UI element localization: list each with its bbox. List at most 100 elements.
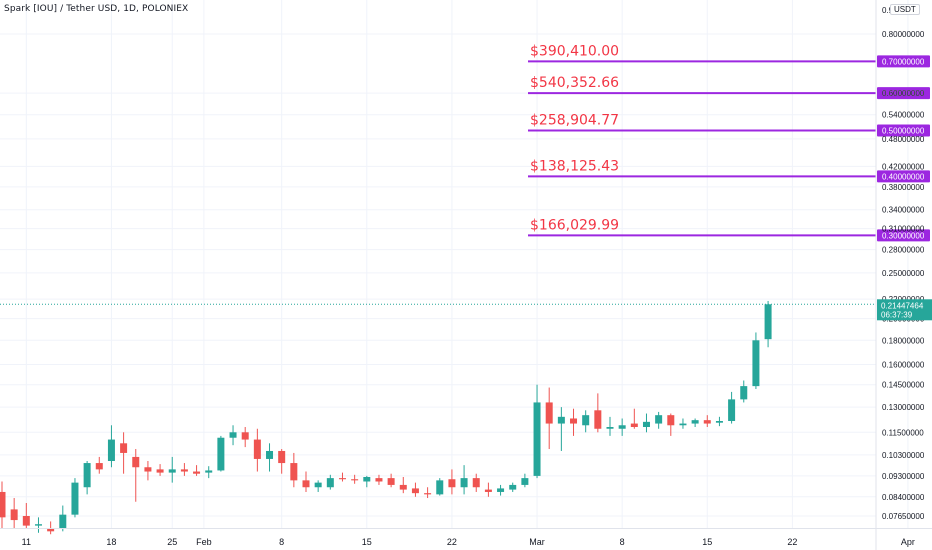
candle <box>387 473 395 488</box>
candle <box>22 502 30 529</box>
price-level[interactable]: $166,029.99 0.30000000 <box>528 217 930 242</box>
candle-body <box>448 479 456 488</box>
price-axis[interactable]: 0.80000000 0.60000000 0.54000000 0.48000000… <box>875 0 925 550</box>
level-price-tag-label: 0.50000000 <box>882 127 925 136</box>
price-level[interactable]: $390,410.00 0.70000000 <box>528 43 930 68</box>
candle <box>399 477 407 494</box>
candle-body <box>168 469 176 473</box>
level-price-tag-label: 0.30000000 <box>882 231 925 240</box>
price-levels: $390,410.00 0.70000000 $540,352.66 0.600000… <box>528 43 930 242</box>
candle-body <box>387 478 395 485</box>
candle-body <box>764 304 772 340</box>
candle-body <box>399 484 407 490</box>
price-tick-label: 0.31000000 <box>882 225 925 234</box>
time-tick-label: 15 <box>362 537 372 547</box>
candle-body <box>59 514 67 529</box>
candle <box>83 460 91 495</box>
candle <box>10 498 18 529</box>
candle <box>582 410 590 433</box>
candle <box>375 474 383 485</box>
time-axis[interactable]: 111825Feb81522Mar81522Apr12 <box>0 528 932 548</box>
level-annotation[interactable]: $258,904.77 <box>530 113 619 129</box>
candle-body <box>47 528 55 532</box>
time-tick-label: 25 <box>167 537 177 547</box>
candle <box>168 456 176 483</box>
price-tick-label: 0.11500000 <box>882 428 924 437</box>
price-level[interactable]: $540,352.66 0.60000000 <box>528 75 930 100</box>
candle <box>642 413 650 433</box>
candle-body <box>655 415 663 424</box>
price-tick-label: 0.25000000 <box>882 269 925 278</box>
candle <box>630 408 638 429</box>
candle <box>241 427 249 448</box>
candle <box>314 480 322 492</box>
time-tick-label: 8 <box>620 537 625 547</box>
candle <box>533 384 541 479</box>
candle-body <box>193 471 201 474</box>
level-annotation[interactable]: $138,125.43 <box>530 158 619 174</box>
candle <box>411 482 419 497</box>
price-tick-label: 0.34000000 <box>882 206 925 215</box>
candle-body <box>229 432 237 438</box>
price-tick-label: 0.9 <box>882 6 894 15</box>
candle <box>594 393 602 433</box>
candle <box>95 456 103 474</box>
level-price-tag <box>877 229 930 242</box>
candle-body <box>326 478 334 488</box>
candle <box>205 466 213 479</box>
candle <box>0 481 6 529</box>
candle-body <box>740 386 748 400</box>
level-price-tag-label: 0.60000000 <box>882 89 925 98</box>
candle <box>728 391 736 424</box>
candle <box>521 473 529 488</box>
candle-body <box>266 450 274 459</box>
time-tick-label: 22 <box>447 537 457 547</box>
candle <box>278 449 286 474</box>
level-price-tag <box>877 124 930 137</box>
level-price-tag <box>877 87 930 100</box>
price-level[interactable]: $138,125.43 0.40000000 <box>528 158 930 183</box>
time-tick-label: 8 <box>279 537 284 547</box>
candle <box>424 487 432 499</box>
level-annotation[interactable]: $540,352.66 <box>530 75 619 91</box>
candle <box>655 411 663 429</box>
candle <box>156 464 164 476</box>
candle <box>509 482 517 492</box>
symbol-title[interactable]: Spark [IOU] / Tether USD, 1D, POLONIEX <box>4 4 189 14</box>
time-tick-label: Apr <box>901 537 915 547</box>
price-tick-label: 0.60000000 <box>882 89 925 98</box>
price-tick-label: 0.28000000 <box>882 246 925 255</box>
candle-body <box>338 478 346 480</box>
level-annotation[interactable]: $390,410.00 <box>530 43 619 59</box>
candle-body <box>630 423 638 428</box>
time-tick-label: 15 <box>702 537 712 547</box>
price-level[interactable]: $258,904.77 0.50000000 <box>528 113 930 137</box>
price-tick-label: 0.38000000 <box>882 183 925 192</box>
price-tick-label: 0.16000000 <box>882 360 925 369</box>
candle <box>266 443 274 472</box>
candle-body <box>375 478 383 482</box>
candle <box>120 432 128 474</box>
candle <box>679 418 687 429</box>
candle-body <box>667 415 675 426</box>
candle-body <box>411 488 419 494</box>
candle <box>59 505 67 532</box>
candle <box>132 449 140 502</box>
candle <box>180 463 188 476</box>
candle <box>618 418 626 436</box>
candle-body <box>314 482 322 488</box>
candle-body <box>728 399 736 422</box>
candle <box>229 425 237 446</box>
candle-body <box>34 524 42 526</box>
level-annotation[interactable]: $166,029.99 <box>530 217 619 233</box>
candle <box>351 474 359 484</box>
candle <box>740 380 748 403</box>
currency-button[interactable]: USDT <box>890 4 920 15</box>
last-price-tag <box>877 299 932 321</box>
candle-body <box>363 477 371 482</box>
candle <box>460 465 468 495</box>
candle-body <box>752 340 760 387</box>
candle-body <box>217 437 225 471</box>
